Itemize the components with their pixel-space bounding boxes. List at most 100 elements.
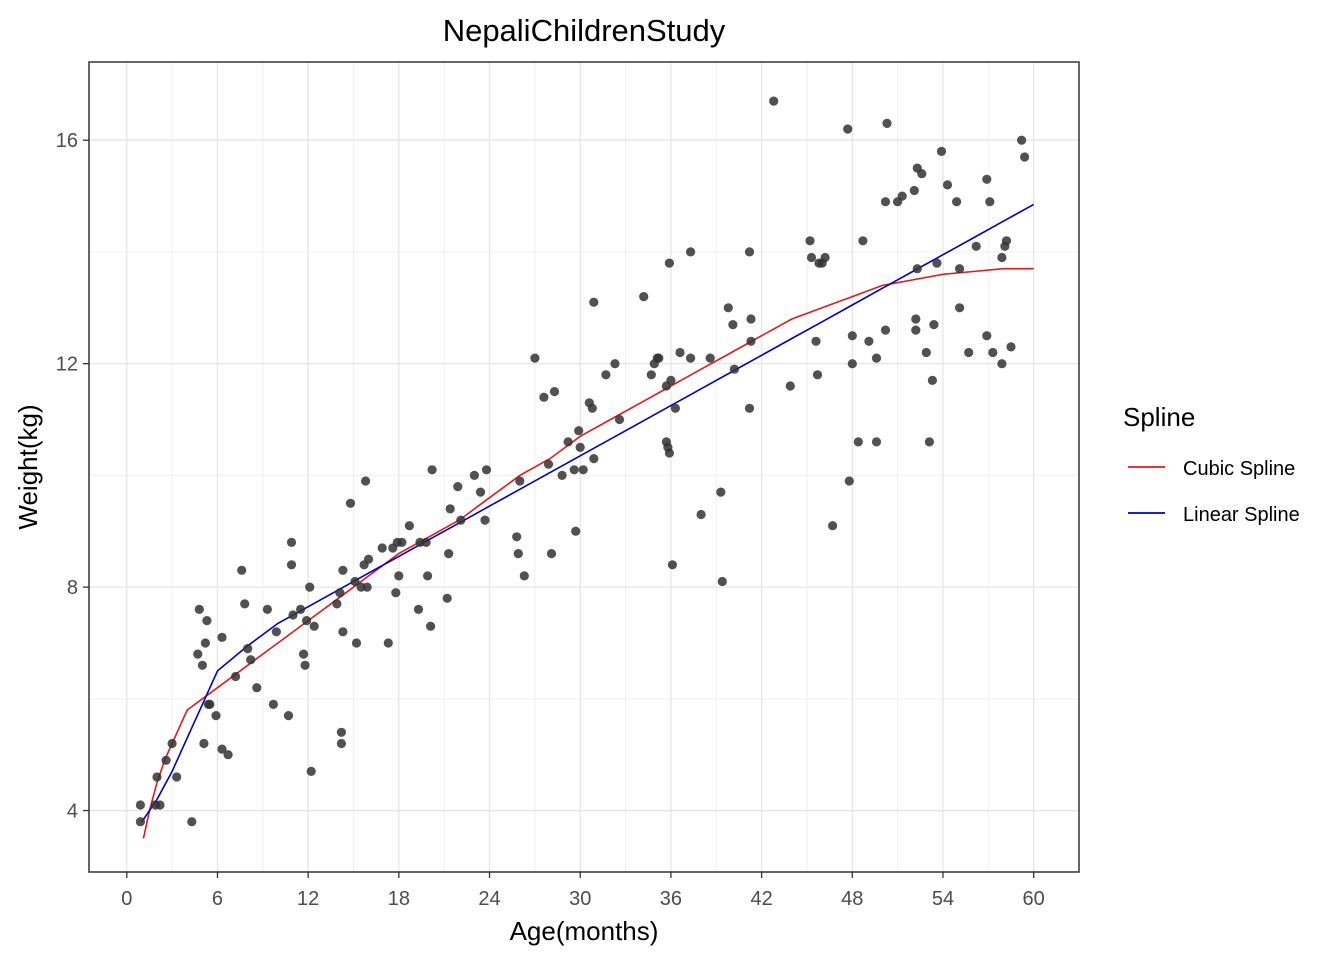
data-point [246,655,256,665]
data-point [664,448,675,458]
data-point [744,247,755,257]
x-axis-ticks: 0 6 12 18 24 30 36 42 48 54 60 [121,872,1045,910]
data-point [667,560,678,570]
data-point [252,683,262,693]
data-point [847,359,857,369]
data-point [666,375,676,385]
data-point [871,437,882,447]
data-point [670,403,681,413]
data-point [456,515,466,525]
data-point [199,738,209,749]
x-tick-label: 60 [1023,888,1045,910]
y-axis-title: Weight(kg) [13,404,43,529]
data-point [152,772,162,782]
x-tick-label: 42 [750,888,772,910]
data-point [988,347,998,358]
data-point [716,487,726,497]
data-point [589,297,599,307]
data-point [1017,135,1027,145]
data-point [530,353,540,363]
data-point [601,370,611,380]
data-point [217,632,227,643]
data-point [302,616,312,626]
data-point [444,549,454,559]
data-point [614,414,625,425]
x-tick-label: 36 [660,888,682,910]
data-point [911,314,921,324]
data-point [917,169,927,179]
x-tick-label: 18 [388,888,410,910]
data-point [929,320,939,330]
x-tick-label: 0 [121,888,132,910]
data-point [864,336,874,346]
data-point [309,621,319,631]
data-point [427,465,437,475]
data-point [982,174,992,184]
data-point [453,482,463,492]
data-point [135,817,145,827]
data-point [167,738,177,749]
data-point [391,588,401,598]
data-point [268,699,278,710]
data-point [696,509,706,520]
data-point [880,197,891,207]
data-point [675,347,685,358]
data-point [155,800,165,810]
data-point [217,744,227,754]
y-tick-label: 16 [56,130,78,152]
data-point [377,543,387,553]
x-tick-label: 54 [932,888,954,910]
data-point [871,353,882,363]
x-tick-label: 6 [212,888,223,910]
data-point [847,331,857,341]
data-point [299,649,309,659]
linear-spline-line [141,203,1035,823]
data-point [880,325,891,335]
data-point [262,604,272,615]
data-point [423,571,433,581]
data-point [200,638,210,648]
data-point [426,621,436,631]
data-point [271,627,281,637]
data-point [936,146,947,156]
spline-curves [141,203,1035,839]
data-point [924,437,935,447]
data-point [909,185,919,196]
data-point [955,303,965,313]
data-point [519,571,529,581]
x-tick-label: 24 [478,888,500,910]
y-axis-ticks: 4 8 12 16 [56,130,89,823]
data-point [955,264,965,274]
data-point [843,124,853,134]
chart-title: NepaliChildrenStudy [443,13,726,48]
data-point [336,727,346,737]
legend-label-linear-spline: Linear Spline [1183,504,1300,526]
data-point [549,387,560,397]
data-point [300,660,310,670]
data-point [686,353,696,363]
data-point [288,610,298,620]
data-point [932,258,942,268]
data-point [286,537,297,548]
legend: Spline Cubic Spline Linear Spline [1123,402,1300,526]
data-point [543,459,554,469]
data-point [345,498,356,508]
data-point [717,576,727,587]
data-point [858,236,868,246]
data-point [971,241,981,251]
data-point [296,604,306,615]
data-point [639,292,649,302]
data-point [539,392,549,402]
data-point [729,364,740,374]
data-point [746,314,756,324]
data-point [912,264,922,274]
data-point [578,465,588,475]
data-point [361,476,371,486]
data-point [481,465,492,475]
data-point [336,738,346,749]
data-point [338,627,348,637]
data-point [243,644,253,654]
data-point [193,649,203,659]
